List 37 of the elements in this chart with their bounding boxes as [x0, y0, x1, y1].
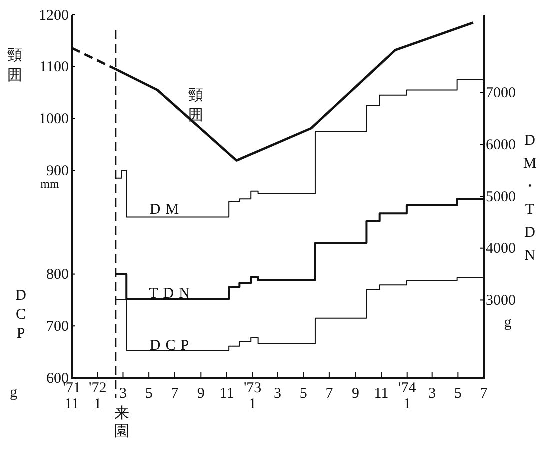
y3-tick-label: 700 [46, 318, 69, 335]
x-tick-label: 7 [326, 386, 334, 402]
series-label: DCP [150, 338, 194, 354]
x-tick-label: 9 [197, 386, 205, 402]
text: g [10, 385, 18, 401]
x-tick-label: 3 [274, 386, 282, 402]
x-tick-label: 5 [300, 386, 308, 402]
y2-tick-label: 4000 [486, 241, 516, 258]
y-tick-label: 1100 [40, 60, 69, 76]
y-axis-title: 頸囲 [8, 48, 22, 84]
series-label: DM [150, 202, 184, 218]
y3-axis-title: DCP [16, 288, 27, 342]
y2-tick-label: 7000 [486, 86, 516, 102]
y-tick-label: 900 [46, 163, 69, 180]
x-tick-label: '73 1 [244, 380, 262, 412]
series-label: TDN [149, 286, 195, 302]
x-tick-label: '74 1 [398, 380, 417, 412]
text: g [504, 315, 512, 331]
x-tick-label: 3 [119, 386, 127, 402]
text: mm [40, 177, 60, 191]
x-tick-label: 5 [454, 386, 462, 402]
y2-axis-title: DM・TDN [522, 133, 538, 264]
y2-tick-label: 3000 [486, 293, 516, 310]
y-tick-label: 1200 [39, 8, 69, 24]
x-tick-label: 11 [220, 386, 234, 402]
x-tick-label: '72 1 [88, 380, 107, 412]
y2-tick-label: 6000 [486, 137, 516, 154]
y3-tick-label: 800 [46, 267, 69, 284]
x-tick-label: 7 [171, 386, 180, 402]
x-tick-label: 9 [352, 386, 360, 402]
x-tick-label: 5 [145, 386, 153, 402]
x-tick-label: 7 [480, 386, 488, 402]
y-tick-label: 1000 [39, 112, 69, 128]
y2-tick-label: 5000 [486, 189, 516, 206]
ref-line-label: 来園 [114, 405, 130, 440]
x-tick-label: 3 [428, 386, 436, 402]
x-tick-label: 11 [374, 386, 389, 402]
